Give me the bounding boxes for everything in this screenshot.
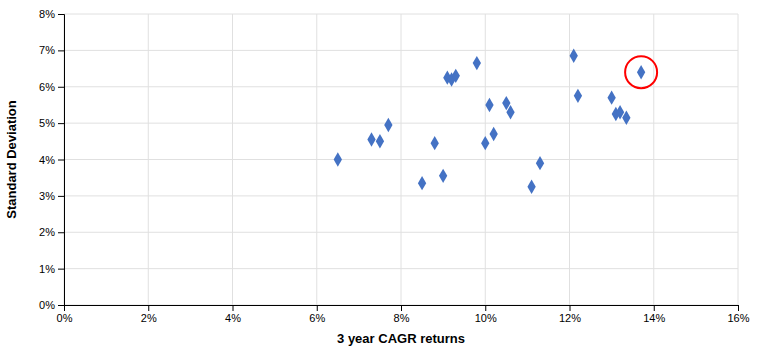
point — [574, 89, 582, 103]
x-axis-label: 3 year CAGR returns — [337, 331, 465, 346]
point — [490, 127, 498, 141]
point — [431, 136, 439, 150]
point — [334, 152, 342, 166]
series — [334, 49, 631, 194]
tick-mark — [58, 196, 64, 197]
tick-mark — [317, 305, 318, 311]
grid-line-y — [64, 195, 738, 196]
tick: 0% — [57, 305, 73, 324]
grid-line-y — [64, 14, 738, 15]
tick: 16% — [727, 305, 749, 324]
tick-label: 8% — [39, 8, 55, 20]
y-axis: 0% 1% 2% 3% 4% 5% 6% 7% 8% — [39, 8, 64, 311]
tick: 7% — [39, 44, 64, 56]
tick: 3% — [39, 190, 64, 202]
plot-area — [334, 49, 657, 194]
tick: 5% — [39, 117, 64, 129]
tick-label: 5% — [39, 117, 55, 129]
tick-mark — [58, 14, 64, 15]
point — [570, 49, 578, 63]
tick: 12% — [559, 305, 581, 324]
tick-label: 12% — [559, 312, 581, 324]
tick: 8% — [394, 305, 410, 324]
tick: 0% — [39, 299, 64, 311]
tick: 4% — [225, 305, 241, 324]
point — [622, 110, 630, 124]
series — [637, 65, 645, 79]
tick-label: 3% — [39, 190, 55, 202]
axis-line — [58, 15, 65, 306]
axis-line — [65, 306, 739, 312]
tick: 14% — [643, 305, 665, 324]
point — [473, 56, 481, 70]
tick: 4% — [39, 154, 64, 166]
grid-line-y — [64, 232, 738, 233]
tick-mark — [654, 305, 655, 311]
tick-label: 1% — [39, 263, 55, 275]
tick-label: 16% — [727, 312, 749, 324]
tick-mark — [738, 305, 739, 311]
tick-mark — [148, 305, 149, 311]
x-axis: 0% 2% 4% 6% 8% 10% 12% 14% 16% — [57, 305, 750, 324]
tick-label: 2% — [39, 226, 55, 238]
tick-mark — [58, 123, 64, 124]
grid-line-y — [64, 268, 738, 269]
tick-mark — [570, 305, 571, 311]
point — [376, 134, 384, 148]
tick-mark — [233, 305, 234, 311]
tick-mark — [58, 87, 64, 88]
point — [418, 176, 426, 190]
tick-mark — [58, 160, 64, 161]
point — [637, 65, 645, 79]
y-axis-label: Standard Deviation — [4, 100, 19, 219]
point — [452, 69, 460, 83]
tick: 8% — [39, 8, 64, 20]
tick: 2% — [39, 226, 64, 238]
tick: 1% — [39, 263, 64, 275]
chart: 0% 2% 4% 6% 8% 10% 12% 14% 16% 0% 1% 2% 3% 4% 5% 6% 7% 8%… — [0, 0, 762, 353]
tick-label: 4% — [225, 312, 241, 324]
tick: 6% — [39, 81, 64, 93]
tick-label: 7% — [39, 44, 55, 56]
grid — [64, 14, 738, 305]
tick-label: 0% — [57, 312, 73, 324]
point — [384, 118, 392, 132]
tick-label: 8% — [394, 312, 410, 324]
tick-mark — [58, 232, 64, 233]
point — [481, 136, 489, 150]
tick-label: 6% — [309, 312, 325, 324]
point — [607, 90, 615, 104]
point — [536, 156, 544, 170]
tick-mark — [58, 50, 64, 51]
tick-mark — [58, 305, 64, 306]
point — [367, 132, 375, 146]
tick-mark — [401, 305, 402, 311]
tick-mark — [485, 305, 486, 311]
tick-label: 0% — [39, 299, 55, 311]
tick-label: 10% — [475, 312, 497, 324]
tick-label: 2% — [141, 312, 157, 324]
tick: 2% — [141, 305, 157, 324]
tick: 10% — [475, 305, 497, 324]
grid-line-y — [64, 159, 738, 160]
tick-label: 6% — [39, 81, 55, 93]
grid-line-y — [64, 50, 738, 51]
grid-line-y — [64, 123, 738, 124]
tick-label: 14% — [643, 312, 665, 324]
tick-label: 4% — [39, 154, 55, 166]
point — [439, 169, 447, 183]
point — [527, 180, 535, 194]
tick-mark — [58, 269, 64, 270]
point — [506, 105, 514, 119]
point — [485, 98, 493, 112]
highlight-circle — [625, 56, 657, 88]
tick: 6% — [309, 305, 325, 324]
series — [625, 56, 657, 88]
